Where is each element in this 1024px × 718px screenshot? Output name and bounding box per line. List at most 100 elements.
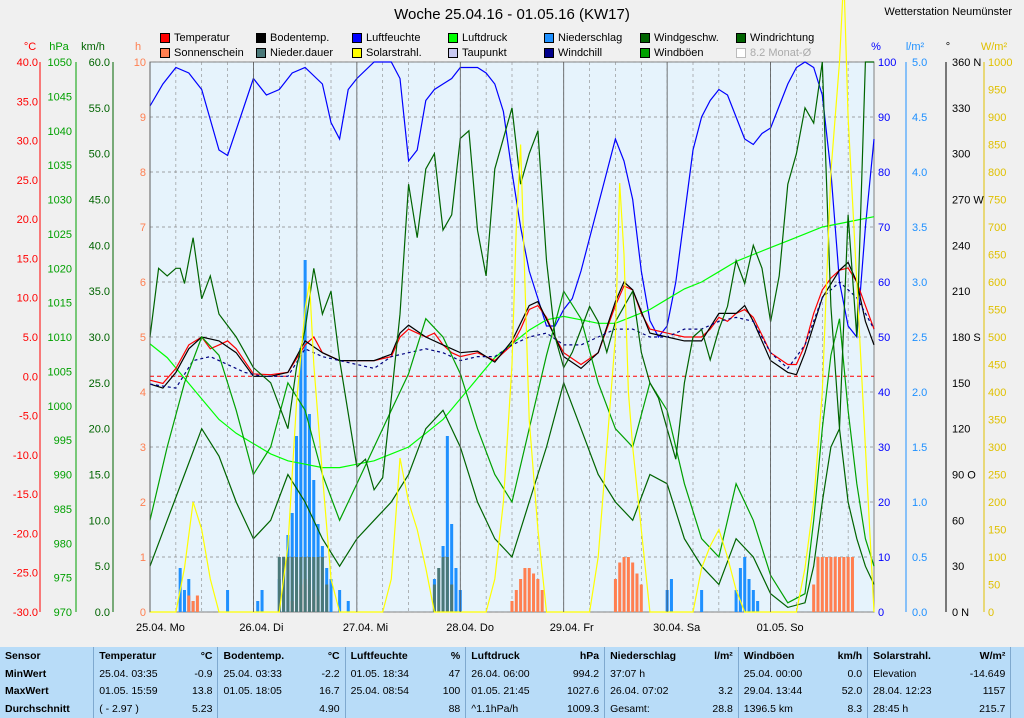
humidity-axis-tick-label: 70 [878, 222, 890, 234]
bar-niederschlag [700, 590, 704, 612]
legend-item[interactable]: 8.2 Monat-Ø [736, 46, 832, 60]
series-line-windben [149, 289, 875, 604]
bar-niederdauer [320, 557, 324, 612]
stats-col-unit: °C [327, 649, 340, 662]
direction-axis-tick-label: 180 S [952, 332, 981, 344]
wind-axis-tick-label: 20.0 [89, 424, 110, 436]
humidity-axis-tick-label: 10 [878, 552, 890, 564]
legend-item[interactable]: Taupunkt [448, 46, 544, 60]
bar-niederschlag [669, 579, 673, 612]
legend-label: Windböen [654, 47, 704, 59]
legend-swatch [160, 48, 170, 58]
legend-swatch [736, 33, 746, 43]
weather-chart: 40.035.030.025.020.015.010.05.00.0-5.0-1… [13, 0, 1012, 634]
bar-sonnenschein [527, 568, 531, 612]
temp-axis-tick-label: 10.0 [17, 293, 38, 305]
temp-axis-tick-label: 30.0 [17, 136, 38, 148]
direction-axis-tick-label: 330 [952, 103, 970, 115]
temp-axis-tick-label: 5.0 [23, 332, 38, 344]
legend-item[interactable]: Nieder.dauer [256, 46, 352, 60]
stats-min-row: MinWert 25.04. 03:35 -0.9 25.04. 03:33 -2.… [0, 664, 1024, 683]
legend-label: 8.2 Monat-Ø [750, 47, 812, 59]
bar-sonnenschein [613, 579, 617, 612]
stats-col-name: Niederschlag [604, 647, 700, 665]
rain-axis-tick-label: 3.5 [912, 222, 927, 234]
bar-sonnenschein [846, 557, 850, 612]
legend-item[interactable]: Luftdruck [448, 31, 544, 45]
solar-axis-tick-label: 950 [988, 85, 1006, 97]
pressure-axis-tick-label: 1040 [48, 126, 72, 138]
legend-item[interactable]: Windböen [640, 46, 736, 60]
bar-sonnenschein [838, 557, 842, 612]
legend-swatch [640, 48, 650, 58]
bar-sonnenschein [842, 557, 846, 612]
bar-sonnenschein [833, 557, 837, 612]
temp-axis-tick-label: -5.0 [19, 411, 38, 423]
hours-axis-tick-label: 6 [140, 277, 146, 289]
series-line-solarstrahl [150, 0, 875, 613]
legend-item[interactable]: Niederschlag [544, 31, 640, 45]
temp-axis-tick-label: -10.0 [13, 450, 38, 462]
stats-col-name: Luftfeuchte [344, 647, 431, 665]
solar-axis-tick-label: 300 [988, 442, 1006, 454]
series-line-windrichtung [149, 61, 874, 492]
bar-niederdauer [432, 584, 436, 612]
hours-axis-tick-label: 3 [140, 442, 146, 454]
legend-swatch [448, 33, 458, 43]
legend-item[interactable]: Windchill [544, 46, 640, 60]
solar-axis-tick-label: 1000 [988, 57, 1012, 69]
temp-axis-tick-label: 40.0 [17, 57, 38, 69]
solar-axis-tick-label: 750 [988, 195, 1006, 207]
bar-sonnenschein [618, 562, 622, 612]
legend-item[interactable]: Temperatur [160, 31, 256, 45]
stats-col-unit: hPa [579, 649, 600, 662]
bar-sonnenschein [816, 557, 820, 612]
bar-niederschlag [756, 601, 760, 612]
bar-sonnenschein [519, 579, 523, 612]
legend: Temperatur Bodentemp. Luftfeuchte Luftdruck… [160, 31, 820, 60]
solar-axis-tick-label: 50 [988, 580, 1000, 592]
bar-sonnenschein [812, 584, 816, 612]
temp-axis-tick-label: 20.0 [17, 214, 38, 226]
bar-niederdauer [316, 557, 320, 612]
bar-sonnenschein [825, 557, 829, 612]
series-line-bodentemp [149, 261, 875, 389]
legend-swatch [640, 33, 650, 43]
bar-niederschlag [260, 590, 264, 612]
direction-axis-tick-label: 90 O [952, 470, 976, 482]
bar-sonnenschein [523, 568, 527, 612]
bar-niederdauer [437, 568, 441, 612]
bar-sonnenschein [829, 557, 833, 612]
legend-item[interactable]: Solarstrahl. [352, 46, 448, 60]
humidity-axis-tick-label: 80 [878, 167, 890, 179]
rain-axis-tick-label: 0.0 [912, 607, 927, 619]
direction-axis-tick-label: 360 N [952, 57, 981, 69]
x-tick-label: 27.04. Mi [343, 622, 388, 634]
wind-axis-tick-label: 55.0 [89, 103, 110, 115]
bar-niederschlag [747, 579, 751, 612]
temp-axis-tick-label: -20.0 [13, 528, 38, 540]
wind-axis-tick-label: 30.0 [89, 332, 110, 344]
bar-sonnenschein [536, 579, 540, 612]
solar-axis-tick-label: 650 [988, 250, 1006, 262]
humidity-axis-tick-label: 100 [878, 57, 896, 69]
bar-sonnenschein [187, 595, 191, 612]
legend-item[interactable]: Sonnenschein [160, 46, 256, 60]
bar-niederschlag [338, 590, 342, 612]
bar-niederdauer [290, 557, 294, 612]
hours-axis-tick-label: 5 [140, 332, 146, 344]
pressure-axis-tick-label: 1030 [48, 195, 72, 207]
legend-item[interactable]: Windrichtung [736, 31, 832, 45]
legend-item[interactable]: Windgeschw. [640, 31, 736, 45]
legend-swatch [352, 48, 362, 58]
direction-axis-tick-label: 240 [952, 240, 970, 252]
stats-col-name: Windböen [737, 647, 825, 665]
legend-item[interactable]: Bodentemp. [256, 31, 352, 45]
temp-axis-tick-label: -25.0 [13, 568, 38, 580]
solar-axis-tick-label: 850 [988, 140, 1006, 152]
legend-swatch [448, 48, 458, 58]
bar-sonnenschein [540, 590, 544, 612]
humidity-axis-tick-label: 20 [878, 497, 890, 509]
bar-niederschlag [450, 524, 454, 612]
legend-item[interactable]: Luftfeuchte [352, 31, 448, 45]
